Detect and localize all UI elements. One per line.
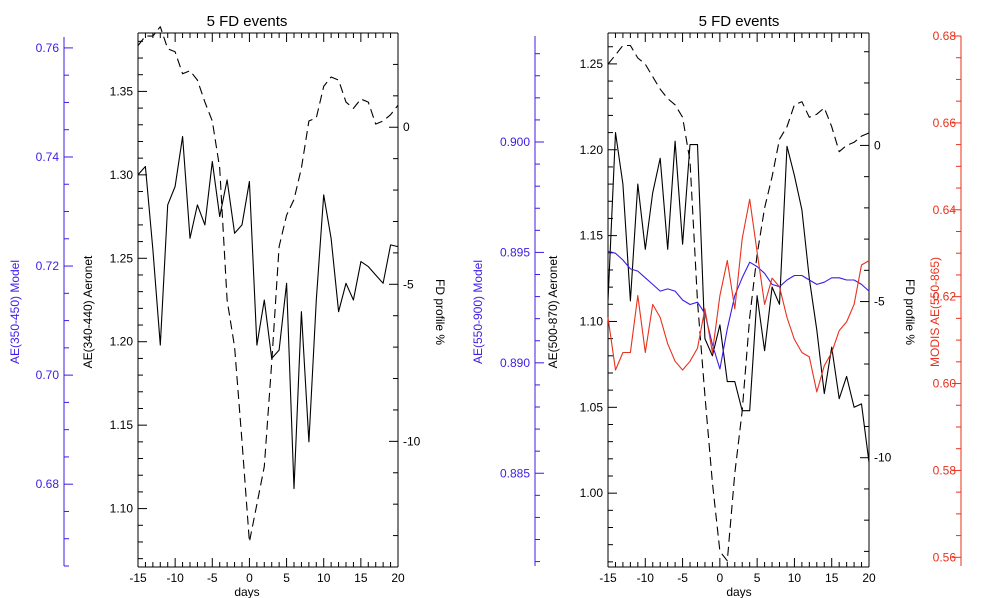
left-aeronet-axis-label: AE(340-440) Aeronet bbox=[81, 255, 95, 368]
right-modis-axis-label: MODIS AE(550-865) bbox=[928, 257, 942, 367]
right-x-tick-label: 15 bbox=[825, 571, 839, 585]
left-aeronet-tick-label: 1.10 bbox=[110, 502, 134, 516]
left-x-tick-label: 5 bbox=[283, 571, 290, 585]
left-x-tick-label: 20 bbox=[391, 571, 405, 585]
right-aeronet-tick-label: 1.15 bbox=[580, 229, 604, 243]
right-modis-tick-label: 0.68 bbox=[933, 29, 957, 43]
left-model-tick-label: 0.76 bbox=[36, 41, 60, 55]
right-x-tick-label: -10 bbox=[637, 571, 655, 585]
right-modis-tick-label: 0.58 bbox=[933, 463, 957, 477]
right-aeronet-tick-label: 1.10 bbox=[580, 314, 604, 328]
left-aeronet-tick-label: 1.30 bbox=[110, 168, 134, 182]
left-model-tick-label: 0.72 bbox=[36, 259, 60, 273]
right-model-axis-label: AE(550-900) Model bbox=[471, 260, 485, 364]
right-series-modis-line bbox=[607, 198, 870, 393]
left-chart-panel: 5 FD events days AE(350-450) Model AE(34… bbox=[8, 13, 447, 598]
left-series-fd-line bbox=[137, 26, 399, 543]
left-series-aeronet-line bbox=[137, 135, 399, 490]
left-model-axis-label: AE(350-450) Model bbox=[8, 260, 22, 364]
left-x-tick-label: 10 bbox=[317, 571, 331, 585]
left-aeronet-tick-label: 1.15 bbox=[110, 418, 134, 432]
right-modis-tick-label: 0.66 bbox=[933, 116, 957, 130]
right-x-tick-label: 20 bbox=[862, 571, 876, 585]
right-series-fd-line bbox=[607, 44, 870, 562]
right-x-tick-label: 5 bbox=[754, 571, 761, 585]
right-aeronet-tick-label: 1.25 bbox=[580, 57, 604, 71]
left-x-axis-label: days bbox=[234, 585, 259, 598]
right-x-tick-label: 0 bbox=[717, 571, 724, 585]
right-fd-tick-label: -5 bbox=[874, 295, 885, 309]
right-aeronet-tick-label: 1.20 bbox=[580, 143, 604, 157]
right-x-tick-label: -15 bbox=[599, 571, 617, 585]
right-modis-tick-label: 0.62 bbox=[933, 290, 957, 304]
right-aeronet-tick-label: 1.00 bbox=[580, 486, 604, 500]
right-model-tick-label: 0.890 bbox=[500, 356, 530, 370]
left-fd-tick-label: 0 bbox=[403, 120, 410, 134]
right-fd-tick-label: -10 bbox=[874, 451, 892, 465]
left-model-tick-label: 0.74 bbox=[36, 150, 60, 164]
right-modis-tick-label: 0.64 bbox=[933, 203, 957, 217]
right-modis-tick-label: 0.60 bbox=[933, 377, 957, 391]
left-x-tick-label: -15 bbox=[129, 571, 147, 585]
right-x-tick-label: 10 bbox=[788, 571, 802, 585]
left-fd-tick-label: -5 bbox=[403, 277, 414, 291]
left-x-tick-label: 0 bbox=[246, 571, 253, 585]
right-modis-tick-label: 0.56 bbox=[933, 550, 957, 564]
left-aeronet-tick-label: 1.35 bbox=[110, 84, 134, 98]
right-aeronet-axis-label: AE(500-870) Aeronet bbox=[546, 255, 560, 368]
right-model-tick-label: 0.900 bbox=[500, 135, 530, 149]
right-fd-axis-label: FD profile % bbox=[903, 279, 917, 345]
left-x-tick-label: -10 bbox=[166, 571, 184, 585]
right-series-aeronet-line bbox=[607, 132, 870, 463]
right-fd-tick-label: 0 bbox=[874, 138, 881, 152]
right-aeronet-tick-label: 1.05 bbox=[580, 400, 604, 414]
right-series-model-line bbox=[607, 250, 870, 370]
right-model-tick-label: 0.885 bbox=[500, 466, 530, 480]
left-model-tick-label: 0.70 bbox=[36, 368, 60, 382]
left-aeronet-tick-label: 1.25 bbox=[110, 251, 134, 265]
left-aeronet-tick-label: 1.20 bbox=[110, 335, 134, 349]
right-chart-panel: 5 FD events days AE(550-900) Model AE(50… bbox=[471, 13, 962, 598]
left-x-tick-label: -5 bbox=[207, 571, 218, 585]
left-fd-tick-label: -10 bbox=[403, 434, 421, 448]
right-chart-title: 5 FD events bbox=[699, 13, 780, 30]
left-model-tick-label: 0.68 bbox=[36, 477, 60, 491]
right-x-tick-label: -5 bbox=[677, 571, 688, 585]
left-x-tick-label: 15 bbox=[354, 571, 368, 585]
left-fd-axis-label: FD profile % bbox=[433, 279, 447, 345]
left-chart-title: 5 FD events bbox=[207, 13, 288, 30]
right-x-axis-label: days bbox=[726, 585, 751, 598]
right-model-tick-label: 0.895 bbox=[500, 245, 530, 259]
